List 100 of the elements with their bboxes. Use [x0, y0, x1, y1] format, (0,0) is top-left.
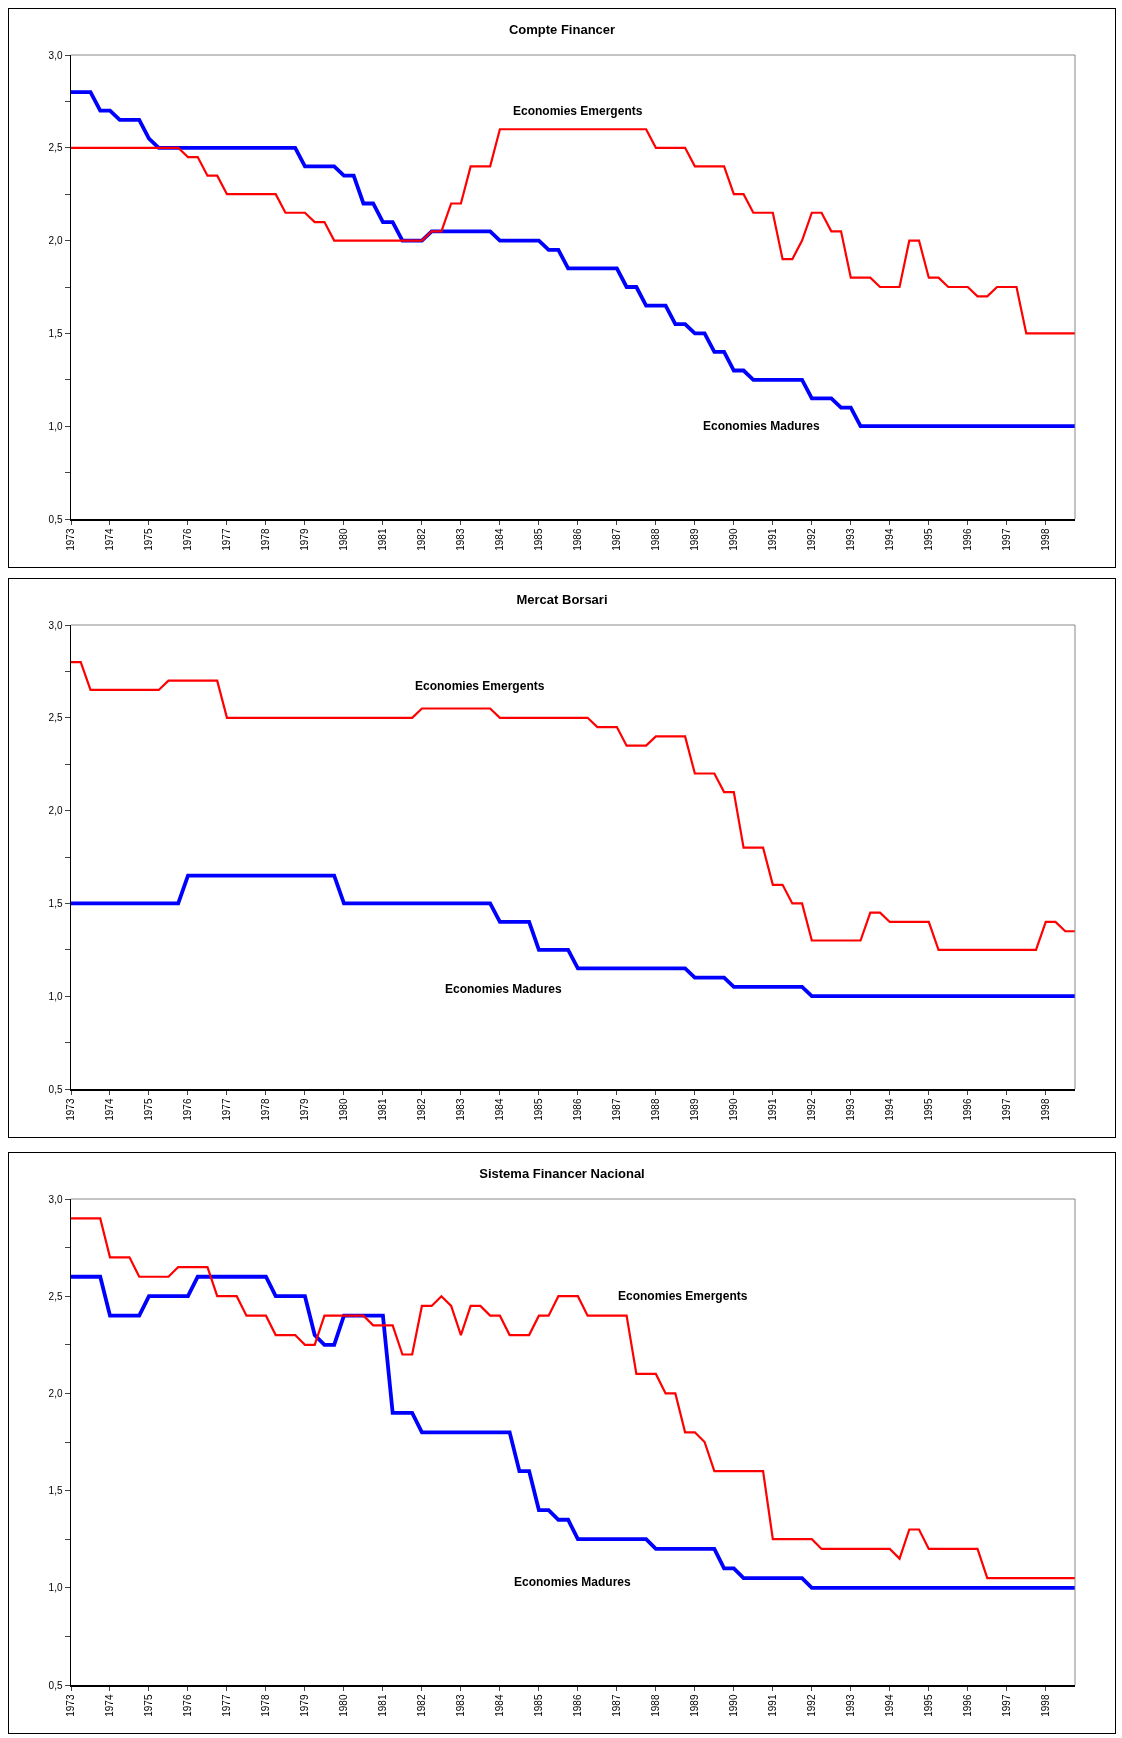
x-tick-label: 1995 — [923, 1098, 935, 1121]
x-tick-label: 1982 — [416, 528, 428, 551]
x-tick-label: 1982 — [416, 1098, 428, 1121]
x-tick-label: 1981 — [377, 528, 389, 551]
x-tick-label: 1987 — [611, 1694, 623, 1717]
x-tick-label: 1993 — [845, 1694, 857, 1717]
x-tick-label: 1990 — [728, 528, 740, 551]
x-tick-label: 1981 — [377, 1098, 389, 1121]
y-tick-label: 0,5 — [48, 1679, 63, 1691]
x-tick-label: 1973 — [65, 1098, 77, 1121]
y-tick-label: 2,0 — [48, 235, 63, 247]
x-tick-label: 1986 — [572, 1098, 584, 1121]
series-label: Economies Madures — [445, 982, 563, 996]
x-tick-label: 1976 — [182, 1694, 194, 1717]
x-tick-label: 1997 — [1001, 1098, 1013, 1121]
x-tick-label: 1977 — [221, 1694, 233, 1717]
x-tick-label: 1995 — [923, 528, 935, 551]
x-tick-label: 1980 — [338, 528, 350, 551]
y-tick-label: 3,0 — [48, 1193, 63, 1205]
x-tick-label: 1994 — [884, 528, 896, 551]
x-tick-label: 1998 — [1040, 528, 1052, 551]
x-tick-label: 1979 — [299, 528, 311, 551]
x-tick-label: 1976 — [182, 528, 194, 551]
text: Economies Madures — [514, 1575, 632, 1589]
x-tick-label: 1996 — [962, 1694, 974, 1717]
y-tick-label: 1,0 — [48, 990, 63, 1002]
x-tick-label: 1995 — [923, 1694, 935, 1717]
x-tick-label: 1990 — [728, 1694, 740, 1717]
y-tick-label: 3,0 — [48, 619, 63, 631]
x-tick-label: 1988 — [650, 1694, 662, 1717]
x-tick-label: 1981 — [377, 1694, 389, 1717]
x-tick-label: 1979 — [299, 1098, 311, 1121]
x-tick-label: 1973 — [65, 1694, 77, 1717]
line-series — [71, 128, 1075, 335]
x-tick-label: 1975 — [143, 528, 155, 551]
x-tick-label: 1988 — [650, 1098, 662, 1121]
y-tick-label: 1,5 — [48, 1485, 63, 1497]
x-tick-label: 1979 — [299, 1694, 311, 1717]
x-tick-label: 1987 — [611, 1098, 623, 1121]
x-tick-label: 1984 — [494, 1098, 506, 1121]
x-tick-label: 1991 — [767, 1694, 779, 1717]
y-tick-label: 2,5 — [48, 142, 63, 154]
x-tick-label: 1994 — [884, 1694, 896, 1717]
x-tick-label: 1978 — [260, 528, 272, 551]
x-tick-label: 1980 — [338, 1694, 350, 1717]
x-tick-label: 1993 — [845, 1098, 857, 1121]
x-tick-label: 1984 — [494, 1694, 506, 1717]
x-tick-label: 1989 — [689, 528, 701, 551]
x-tick-label: 1986 — [572, 1694, 584, 1717]
x-tick-label: 1974 — [104, 1098, 116, 1121]
y-tick-label: 0,5 — [48, 1083, 63, 1095]
x-tick-label: 1989 — [689, 1694, 701, 1717]
y-tick-label: 2,0 — [48, 1387, 63, 1399]
x-tick-label: 1996 — [962, 1098, 974, 1121]
x-tick-label: 1997 — [1001, 1694, 1013, 1717]
x-tick-label: 1985 — [533, 1098, 545, 1121]
series-label: Economies Emergents — [415, 679, 545, 693]
y-tick-label: 1,0 — [48, 420, 63, 432]
y-tick-label: 0,5 — [48, 513, 63, 525]
x-tick-label: 1992 — [806, 1694, 818, 1717]
chart-title: Sistema Financer Nacional — [479, 1165, 645, 1181]
x-tick-label: 1990 — [728, 1098, 740, 1121]
x-tick-label: 1983 — [455, 1098, 467, 1121]
x-tick-label: 1986 — [572, 528, 584, 551]
x-tick-label: 1989 — [689, 1098, 701, 1121]
x-tick-label: 1985 — [533, 1694, 545, 1717]
series-label: Economies Emergents — [513, 104, 643, 118]
y-tick-label: 1,5 — [48, 327, 63, 339]
x-tick-label: 1984 — [494, 528, 506, 551]
x-tick-label: 1991 — [767, 1098, 779, 1121]
line-series — [71, 661, 1075, 951]
x-tick-label: 1975 — [143, 1694, 155, 1717]
line-series — [71, 873, 1075, 999]
y-tick-label: 2,0 — [48, 805, 63, 817]
x-tick-label: 1983 — [455, 528, 467, 551]
x-tick-label: 1996 — [962, 528, 974, 551]
x-tick-label: 1997 — [1001, 528, 1013, 551]
x-tick-label: 1978 — [260, 1098, 272, 1121]
y-tick-label: 1,5 — [48, 897, 63, 909]
x-tick-label: 1982 — [416, 1694, 428, 1717]
chart-title: Compte Financer — [508, 21, 616, 37]
x-tick-label: 1993 — [845, 528, 857, 551]
x-tick-label: 1992 — [806, 1098, 818, 1121]
x-tick-label: 1977 — [221, 528, 233, 551]
x-tick-label: 1976 — [182, 1098, 194, 1121]
x-tick-label: 1992 — [806, 528, 818, 551]
x-tick-label: 1987 — [611, 528, 623, 551]
series-label: Economies Emergents — [618, 1289, 748, 1303]
x-tick-label: 1980 — [338, 1098, 350, 1121]
x-tick-label: 1991 — [767, 528, 779, 551]
y-tick-label: 2,5 — [48, 1290, 63, 1302]
series-label: Economies Madures — [703, 419, 821, 433]
x-tick-label: 1978 — [260, 1694, 272, 1717]
x-tick-label: 1985 — [533, 528, 545, 551]
x-tick-label: 1974 — [104, 528, 116, 551]
x-tick-label: 1975 — [143, 1098, 155, 1121]
x-tick-label: 1988 — [650, 528, 662, 551]
y-tick-label: 1,0 — [48, 1582, 63, 1594]
y-tick-label: 3,0 — [48, 49, 63, 61]
line-series — [71, 90, 1075, 429]
